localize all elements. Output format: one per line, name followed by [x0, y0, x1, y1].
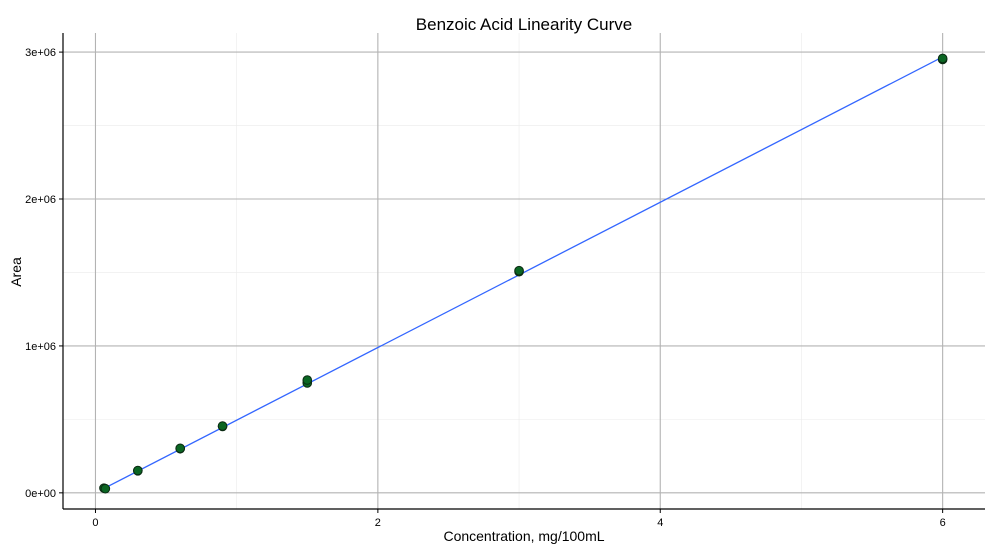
data-point	[175, 443, 185, 454]
major-gridlines	[63, 33, 985, 509]
axes	[62, 33, 985, 510]
y-tick-label: 3e+06	[25, 47, 56, 59]
y-axis-title: Area	[8, 257, 24, 287]
x-tick-label: 0	[92, 517, 98, 529]
x-tick-label: 6	[940, 517, 946, 529]
data-point	[937, 53, 948, 64]
chart-title: Benzoic Acid Linearity Curve	[416, 15, 632, 34]
data-point	[217, 421, 228, 431]
x-axis-title: Concentration, mg/100mL	[443, 528, 604, 544]
data-point	[100, 483, 111, 494]
y-tick-label: 2e+06	[25, 194, 56, 206]
y-tick-label: 0e+00	[25, 488, 56, 500]
x-tick-label: 4	[657, 517, 663, 529]
data-points	[99, 53, 948, 494]
data-point	[302, 375, 313, 385]
x-tick-label: 2	[375, 517, 381, 529]
data-point	[133, 465, 143, 476]
tick-labels: 0 2 4 6 0e+00 1e+06 2e+06 3e+06	[25, 47, 946, 529]
minor-gridlines	[63, 33, 985, 509]
data-point	[514, 265, 524, 276]
y-tick-label: 1e+06	[25, 341, 56, 353]
